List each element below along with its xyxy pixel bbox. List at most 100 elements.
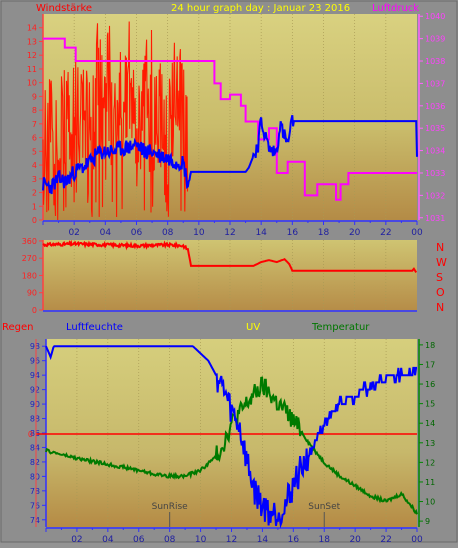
compass-label-s: S <box>436 271 443 284</box>
left-tick-label: 14 <box>27 24 37 33</box>
bottom-grid <box>76 339 387 527</box>
left-tick-label: 0 <box>32 216 37 225</box>
x-tick-label: 20 <box>349 535 361 543</box>
left-tick-label: 13 <box>27 37 37 46</box>
x-tick-label: 02 <box>71 535 82 543</box>
left-tick-label: 3 <box>32 175 37 184</box>
left-tick-label: 1 <box>32 202 37 211</box>
x-tick-label: 06 <box>133 535 145 543</box>
x-tick-label: 12 <box>226 535 237 543</box>
left-tick-label: 96 <box>30 357 40 366</box>
x-tick-label: 02 <box>68 228 79 238</box>
x-tick-label: 20 <box>349 228 361 238</box>
uv-label: UV <box>246 322 260 333</box>
x-tick-label: 18 <box>319 535 331 543</box>
sun-marker-label: SunSet <box>308 502 340 512</box>
right-tick-label: 16 <box>425 380 435 389</box>
wind-speed-axis-label: Windstärke <box>36 3 92 14</box>
right-tick-label: 1039 <box>425 35 445 44</box>
x-tick-label: 04 <box>100 228 112 238</box>
sun-marker-label: SunRise <box>152 502 189 512</box>
left-tick-label: 90 <box>30 400 40 409</box>
left-tick-label: 82 <box>30 458 40 467</box>
wind-direction-axis: 0 90 180 270 360 <box>22 237 417 315</box>
middle-series <box>42 239 418 273</box>
temperature-axis-label: Temperatur <box>311 322 370 333</box>
rain-axis-label: Regen <box>2 322 34 333</box>
chart-title: 24 hour graph day : Januar 23 2016 <box>171 3 350 14</box>
x-tick-label: 08 <box>164 535 176 543</box>
right-tick-label: 18 <box>425 341 435 350</box>
bottom-series: 0 <box>28 339 418 529</box>
left-tick-label: 10 <box>27 79 37 88</box>
right-tick-label: 1035 <box>425 124 445 133</box>
left-tick-label: 5 <box>32 147 37 156</box>
pressure-axis-label: Luftdruck <box>372 3 419 14</box>
right-tick-label: 1037 <box>425 79 445 88</box>
top-time-axis: 02 04 06 08 10 12 14 16 18 20 22 00 <box>42 220 423 238</box>
left-tick-label: 88 <box>30 415 40 424</box>
top-series <box>42 21 418 221</box>
right-tick-label: 17 <box>425 360 435 369</box>
left-tick-label: 80 <box>30 472 40 481</box>
compass-labels: N W S O N <box>436 241 447 314</box>
left-tick-label: 12 <box>27 51 37 60</box>
x-tick-label: 22 <box>380 535 391 543</box>
right-tick-label: 12 <box>425 458 435 467</box>
left-tick-label: 9 <box>32 92 37 101</box>
x-tick-label: 06 <box>131 228 143 238</box>
left-tick-label: 270 <box>22 254 37 263</box>
left-tick-label: 84 <box>30 443 40 452</box>
right-tick-label: 1031 <box>425 214 445 223</box>
temperature-line <box>45 376 418 515</box>
left-tick-label: 11 <box>27 65 37 74</box>
left-tick-label: 92 <box>30 386 40 395</box>
compass-label-o: O <box>436 286 445 299</box>
x-tick-label: 10 <box>195 535 207 543</box>
right-tick-label: 1040 <box>425 12 445 21</box>
right-tick-label: 11 <box>425 478 435 487</box>
right-tick-label: 1036 <box>425 102 445 111</box>
humidity-axis: 74 76 78 80 82 84 86 88 90 92 94 96 98 <box>30 339 47 527</box>
humidity-axis-label: Luftfeuchte <box>66 322 123 333</box>
right-tick-label: 1032 <box>425 191 445 200</box>
right-tick-label: 14 <box>425 419 435 428</box>
left-tick-label: 78 <box>30 487 40 496</box>
right-tick-label: 15 <box>425 400 435 409</box>
compass-label-n: N <box>436 241 444 254</box>
right-tick-label: 10 <box>425 498 435 507</box>
right-tick-label: 1038 <box>425 57 445 66</box>
left-tick-label: 90 <box>27 289 37 298</box>
x-tick-label: 04 <box>102 535 114 543</box>
left-tick-label: 6 <box>32 134 37 143</box>
right-tick-label: 9 <box>425 517 430 526</box>
wind-direction-line <box>42 239 418 273</box>
wind-speed-line <box>42 21 189 221</box>
x-tick-label: 14 <box>257 535 269 543</box>
left-tick-label: 76 <box>30 501 40 510</box>
x-tick-label: 14 <box>255 228 267 238</box>
x-tick-label: 00 <box>411 535 423 543</box>
right-tick-label: 1034 <box>425 147 445 156</box>
left-tick-label: 74 <box>30 516 40 525</box>
bottom-time-axis: 02 04 06 08 10 12 14 16 18 20 22 00 <box>45 527 423 545</box>
x-tick-label: 16 <box>288 535 300 543</box>
left-tick-label: 2 <box>32 189 37 198</box>
x-tick-label: 18 <box>318 228 330 238</box>
left-tick-label: 98 <box>30 342 40 351</box>
left-tick-label: 0 <box>32 306 37 315</box>
pressure-axis: 1031 1032 1033 1034 1035 1036 1037 1038 1039 1040 <box>418 12 445 223</box>
x-tick-label: 12 <box>224 228 235 238</box>
left-tick-label: 8 <box>32 106 37 115</box>
compass-label-w: W <box>436 256 447 269</box>
right-tick-label: 13 <box>425 439 435 448</box>
sun-markers: SunRise SunSet <box>152 502 341 527</box>
left-tick-label: 180 <box>22 271 37 280</box>
left-tick-label: 7 <box>32 120 37 129</box>
middle-plot-area <box>43 240 417 310</box>
rain-tick-label: 0 <box>28 430 33 439</box>
right-tick-label: 1033 <box>425 169 445 178</box>
x-tick-label: 22 <box>380 228 391 238</box>
x-tick-label: 10 <box>193 228 205 238</box>
